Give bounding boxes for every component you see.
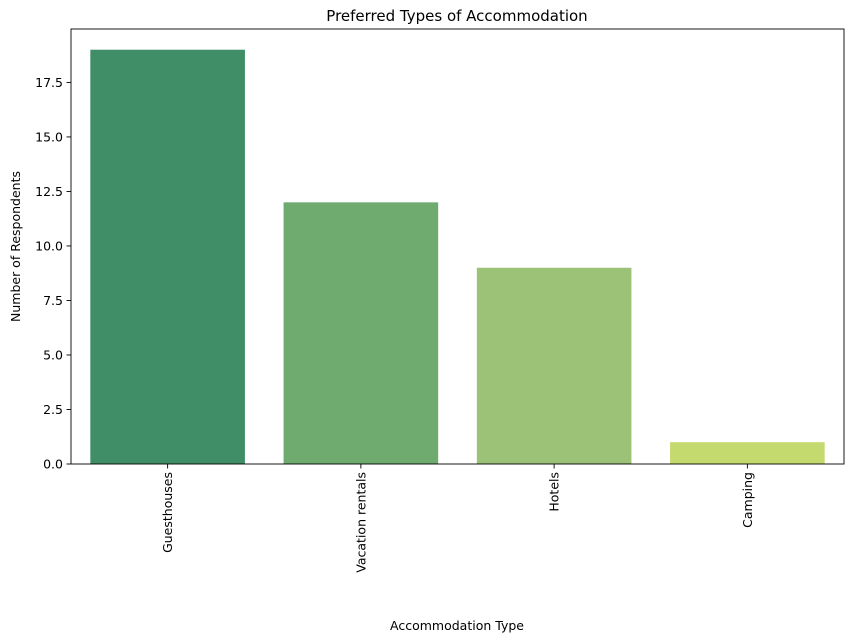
x-axis: Guesthouses Vacation rentals Hotels Camping [160, 464, 755, 573]
y-tick-label: 12.5 [35, 184, 63, 199]
y-axis: 0.0 2.5 5.0 7.5 10.0 12.5 15.0 17.5 [35, 75, 71, 472]
y-tick-label: 2.5 [43, 402, 63, 417]
bars [90, 49, 825, 464]
bar [283, 202, 439, 464]
bar [90, 49, 245, 464]
y-tick-label: 15.0 [35, 129, 63, 144]
x-tick-label: Vacation rentals [353, 472, 368, 573]
y-tick-label: 7.5 [43, 293, 63, 308]
y-tick-label: 0.0 [43, 457, 63, 472]
bar [476, 267, 632, 464]
bar [670, 442, 825, 464]
y-tick-label: 10.0 [35, 238, 63, 253]
chart-title: Preferred Types of Accommodation [326, 7, 587, 25]
y-tick-label: 17.5 [35, 75, 63, 90]
plot-frame [70, 28, 845, 465]
x-tick-label: Hotels [547, 472, 562, 512]
x-axis-label: Accommodation Type [390, 618, 524, 633]
y-axis-label: Number of Respondents [8, 171, 23, 322]
y-tick-label: 5.0 [43, 347, 63, 362]
x-tick-label: Camping [740, 472, 755, 528]
x-tick-label: Guesthouses [160, 472, 175, 553]
